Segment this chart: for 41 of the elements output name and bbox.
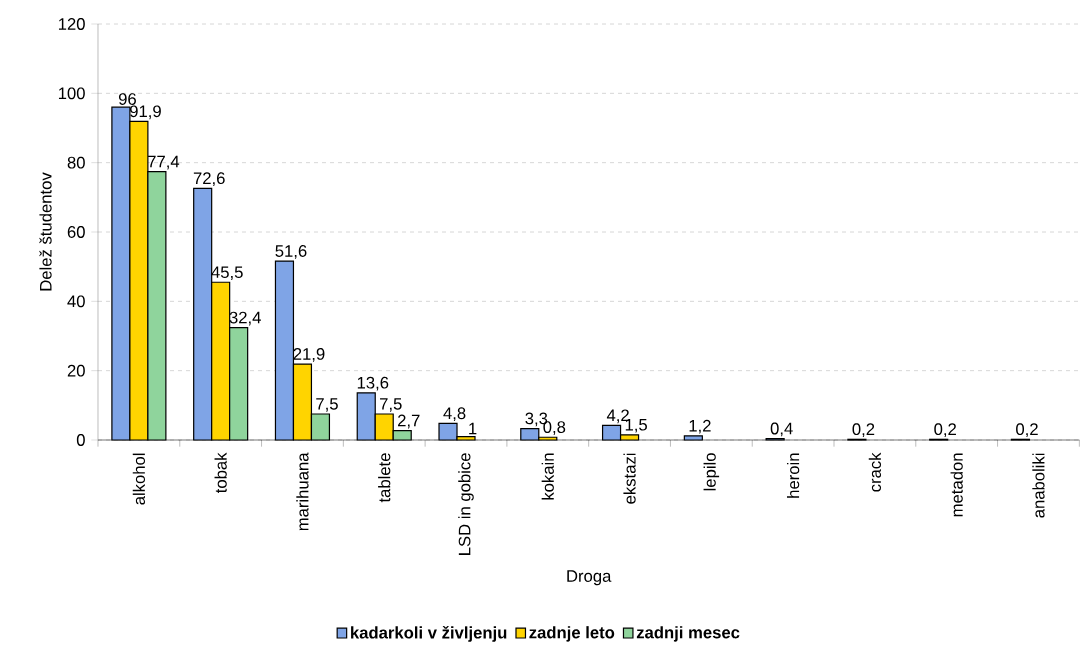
x-tick-label: marihuana bbox=[296, 452, 309, 531]
y-tick-label: 120 bbox=[58, 18, 85, 30]
x-tick-label: tobak bbox=[214, 452, 227, 494]
y-tick-label: 80 bbox=[67, 156, 85, 169]
y-tick-label: 20 bbox=[67, 364, 85, 377]
data-label: 51,6 bbox=[275, 245, 307, 259]
data-label: 1 bbox=[469, 422, 477, 435]
data-label: 7,5 bbox=[380, 398, 402, 412]
y-tick-label: 60 bbox=[67, 226, 85, 238]
data-label: 0,2 bbox=[934, 423, 956, 438]
y-tick-label: 100 bbox=[58, 87, 85, 100]
x-tick-label: lepilo bbox=[703, 453, 720, 491]
y-tick-label: 0 bbox=[76, 434, 85, 446]
x-tick-label: crack bbox=[868, 452, 882, 492]
x-tick-label: heroin bbox=[786, 453, 800, 498]
x-tick-label: alkohol bbox=[132, 453, 146, 505]
x-axis-title: Droga bbox=[567, 570, 612, 586]
data-label: 96 bbox=[118, 93, 136, 105]
data-label: 0,2 bbox=[852, 423, 875, 438]
x-tick-label: tablete bbox=[378, 453, 391, 503]
data-label: 1,2 bbox=[689, 419, 711, 434]
legend-label: zadnje leto bbox=[529, 626, 615, 642]
data-label: 77,4 bbox=[148, 155, 180, 170]
x-tick-label: kokain bbox=[541, 453, 554, 500]
x-tick-label: LSD in gobice bbox=[458, 453, 474, 555]
x-tick-label: metadon bbox=[950, 453, 963, 517]
x-tick-label: ekstazi bbox=[623, 453, 636, 504]
y-tick-label: 40 bbox=[67, 295, 85, 308]
data-label: 2,7 bbox=[398, 414, 420, 429]
legend-label: zadnji mesec bbox=[636, 626, 740, 642]
data-label: 72,6 bbox=[193, 172, 225, 187]
legend-label: kadarkoli v življenju bbox=[351, 625, 507, 642]
data-label: 91,9 bbox=[129, 105, 161, 120]
data-label: 21,9 bbox=[293, 348, 325, 362]
data-label: 0,4 bbox=[770, 422, 793, 437]
data-label: 7,5 bbox=[316, 398, 338, 412]
data-label: 0,2 bbox=[1016, 423, 1038, 438]
x-tick-label: anaboliki bbox=[1032, 453, 1045, 518]
y-axis-title: Delež študentov bbox=[39, 172, 52, 291]
data-label: 4,8 bbox=[443, 407, 466, 422]
data-label: 13,6 bbox=[357, 376, 389, 391]
